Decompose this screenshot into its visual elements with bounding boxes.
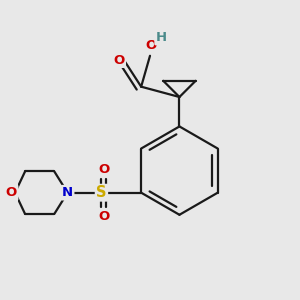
Text: O: O (6, 186, 17, 199)
Text: O: O (98, 163, 110, 176)
Text: N: N (62, 186, 73, 199)
Text: O: O (146, 39, 157, 52)
Text: S: S (96, 185, 107, 200)
Text: O: O (98, 210, 110, 223)
Text: O: O (113, 54, 125, 67)
Text: H: H (156, 31, 167, 44)
